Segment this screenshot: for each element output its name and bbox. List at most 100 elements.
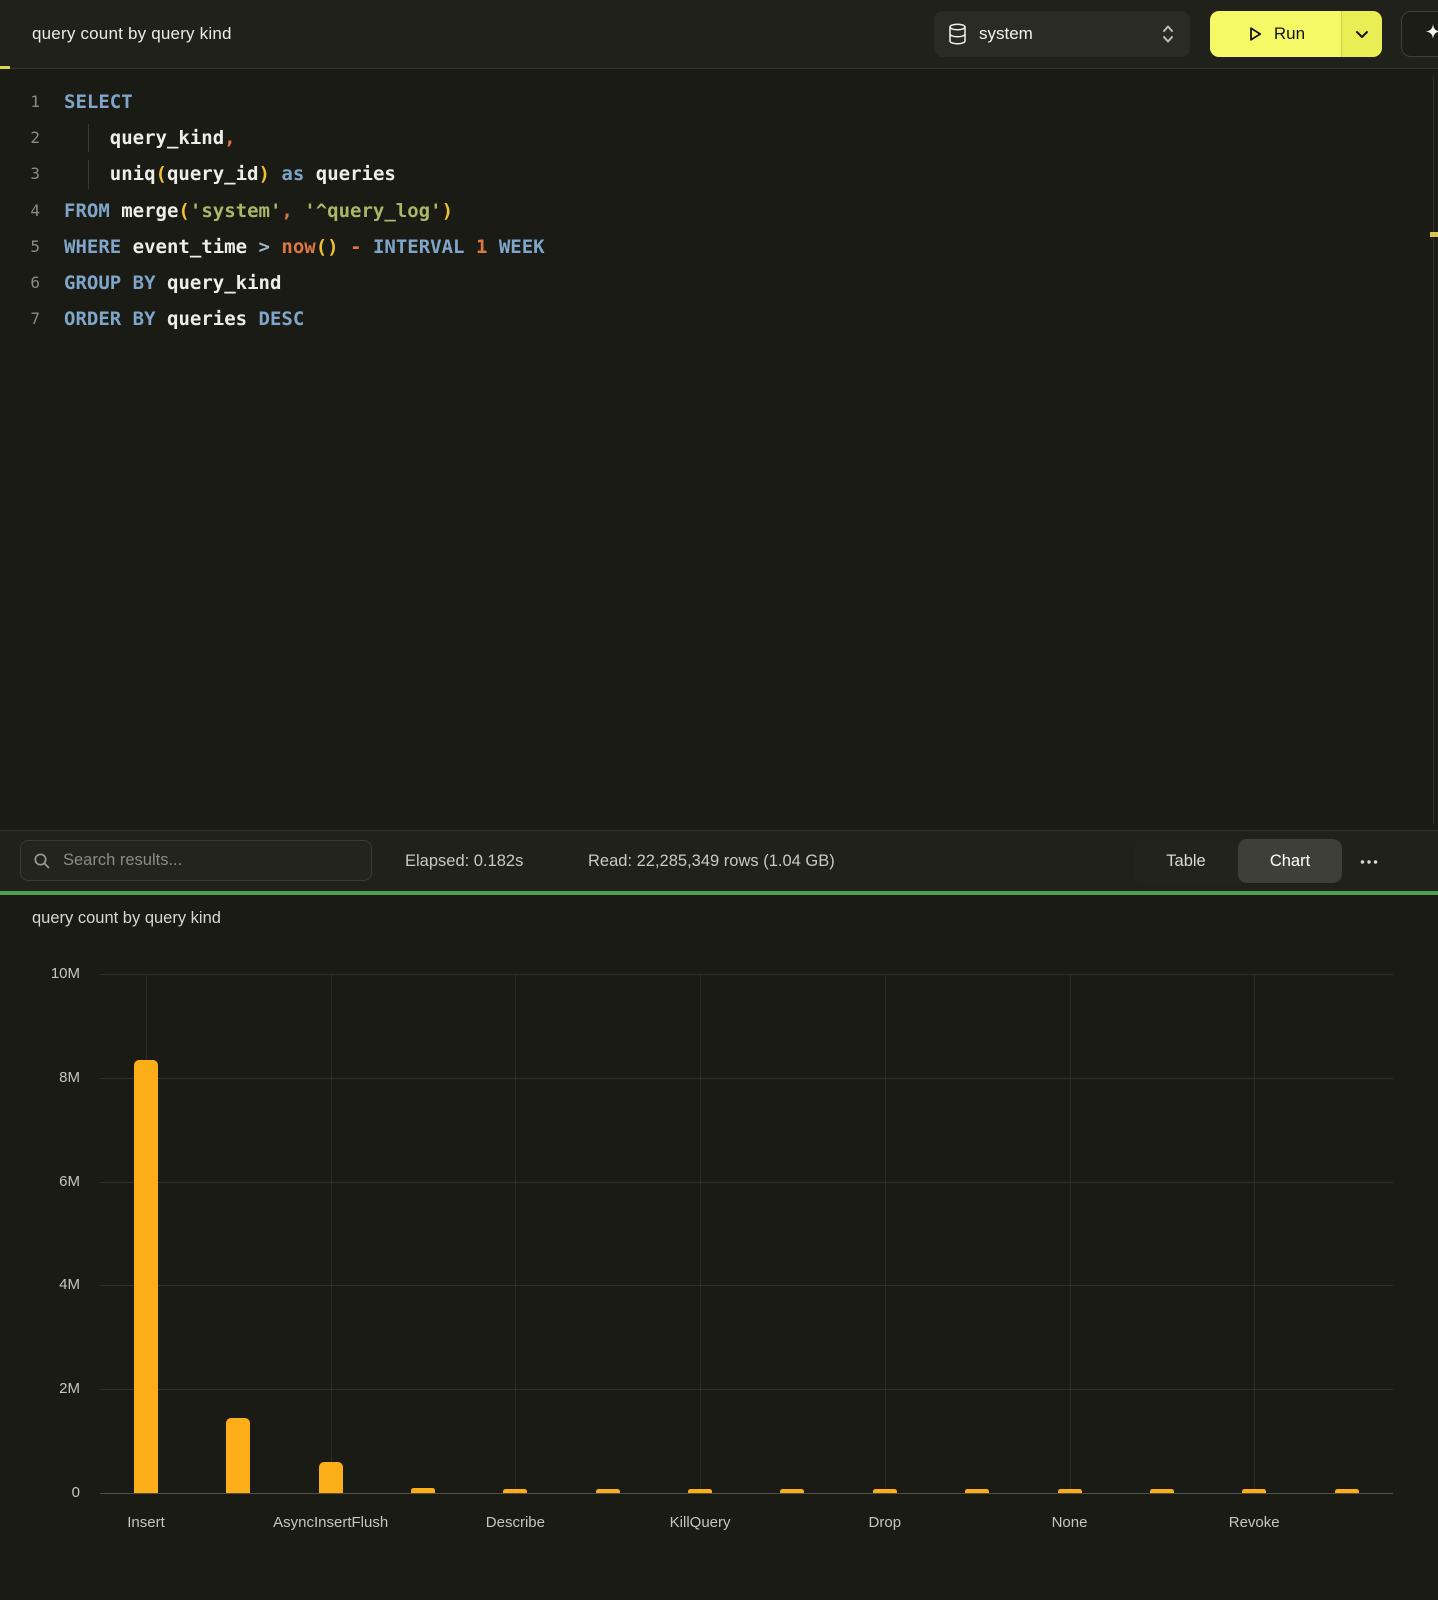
chevron-down-icon <box>1355 30 1369 39</box>
code-token: ( <box>178 200 189 222</box>
line-number: 5 <box>0 229 40 265</box>
ellipsis-icon <box>1360 859 1378 865</box>
code-token: BY <box>133 272 156 294</box>
y-axis-label: 10M <box>18 965 80 982</box>
code-token <box>304 163 315 185</box>
sql-editor[interactable]: 1SELECT2 query_kind,3 uniq(query_id) as … <box>0 69 1438 830</box>
run-button-label: Run <box>1274 24 1305 44</box>
code-text: uniq(query_id) as queries <box>64 156 396 192</box>
bar-8[interactable] <box>780 1489 804 1494</box>
bar-revoke[interactable] <box>1242 1489 1266 1494</box>
sparkles-icon <box>1420 21 1438 47</box>
bar-chart: 10M8M6M4M2M0InsertAsyncInsertFlushDescri… <box>0 895 1438 1600</box>
updown-chevron-icon <box>1160 23 1176 45</box>
code-token <box>487 236 498 258</box>
horizontal-gridline <box>100 1078 1393 1079</box>
code-line[interactable]: 3 uniq(query_id) as queries <box>0 156 1438 192</box>
code-token: , <box>281 200 292 222</box>
code-token <box>110 200 121 222</box>
run-options-button[interactable] <box>1341 11 1382 57</box>
bar-asyncinsertflush[interactable] <box>319 1462 343 1493</box>
bar-insert[interactable] <box>134 1060 158 1493</box>
code-token: 1 <box>476 236 487 258</box>
database-selector[interactable]: system <box>934 11 1190 57</box>
query-title: query count by query kind <box>32 0 232 68</box>
code-token <box>247 308 258 330</box>
code-token <box>64 127 110 149</box>
play-icon <box>1246 25 1264 43</box>
line-number: 2 <box>0 120 40 156</box>
code-token: - <box>350 236 361 258</box>
bar-none[interactable] <box>1058 1489 1082 1494</box>
code-token: as <box>281 163 304 185</box>
code-line[interactable]: 2 query_kind, <box>0 120 1438 156</box>
code-line[interactable]: 4FROM merge('system', '^query_log') <box>0 193 1438 229</box>
horizontal-gridline <box>100 974 1393 975</box>
code-token: queries <box>167 308 247 330</box>
bar-12[interactable] <box>1150 1489 1174 1494</box>
code-line[interactable]: 6GROUP BY query_kind <box>0 265 1438 301</box>
x-axis-line <box>100 1493 1393 1494</box>
code-token: BY <box>133 308 156 330</box>
indent-guide <box>88 160 89 188</box>
code-token: SELECT <box>64 91 133 113</box>
code-token <box>362 236 373 258</box>
bar-14[interactable] <box>1335 1489 1359 1494</box>
x-axis-label: Revoke <box>1169 1514 1339 1531</box>
bar-drop[interactable] <box>873 1489 897 1494</box>
code-token <box>247 236 258 258</box>
view-toggle: Table Chart <box>1134 839 1342 883</box>
x-axis-label: Describe <box>430 1514 600 1531</box>
code-token: GROUP <box>64 272 121 294</box>
editor-scrollbar-track[interactable] <box>1433 75 1434 824</box>
header-bar: query count by query kind system Run <box>0 0 1438 69</box>
database-selector-value: system <box>979 24 1160 44</box>
code-token <box>339 236 350 258</box>
code-line[interactable]: 5WHERE event_time > now() - INTERVAL 1 W… <box>0 229 1438 265</box>
x-axis-label: AsyncInsertFlush <box>246 1514 416 1531</box>
bar-10[interactable] <box>965 1489 989 1494</box>
code-token <box>293 200 304 222</box>
code-text: FROM merge('system', '^query_log') <box>64 193 453 229</box>
line-number: 1 <box>0 84 40 120</box>
code-token: ) <box>442 200 453 222</box>
search-icon <box>33 852 51 870</box>
line-number: 3 <box>0 156 40 192</box>
code-line[interactable]: 1 SELECT <box>0 84 1438 120</box>
bar-6[interactable] <box>596 1489 620 1494</box>
code-token <box>121 308 132 330</box>
sql-console: query count by query kind system Run <box>0 0 1438 1600</box>
bar-describe[interactable] <box>503 1489 527 1494</box>
code-text: GROUP BY query_kind <box>64 265 281 301</box>
chart-view-button[interactable]: Chart <box>1238 839 1342 883</box>
search-results-input[interactable] <box>61 850 359 871</box>
bar-killquery[interactable] <box>688 1489 712 1494</box>
code-token: ORDER <box>64 308 121 330</box>
code-token: uniq <box>110 163 156 185</box>
code-token <box>465 236 476 258</box>
bar-4[interactable] <box>411 1488 435 1493</box>
y-axis-label: 0 <box>18 1484 80 1501</box>
read-stat: Read: 22,285,349 rows (1.04 GB) <box>588 831 835 892</box>
line-number: 7 <box>0 301 40 337</box>
code-token <box>270 236 281 258</box>
ai-assist-button[interactable] <box>1401 11 1438 57</box>
results-toolbar: Elapsed: 0.182s Read: 22,285,349 rows (1… <box>0 830 1438 891</box>
code-token: queries <box>316 163 396 185</box>
code-token: query_kind <box>110 127 224 149</box>
bar-2[interactable] <box>226 1418 250 1493</box>
x-axis-label: None <box>985 1514 1155 1531</box>
x-axis-label: Insert <box>61 1514 231 1531</box>
code-line[interactable]: 7ORDER BY queries DESC <box>0 301 1438 337</box>
y-axis-label: 4M <box>18 1276 80 1293</box>
code-token: merge <box>121 200 178 222</box>
more-options-button[interactable] <box>1354 847 1384 877</box>
table-view-button[interactable]: Table <box>1134 839 1238 883</box>
y-axis-label: 6M <box>18 1173 80 1190</box>
y-axis-label: 8M <box>18 1069 80 1086</box>
run-button[interactable]: Run <box>1210 11 1341 57</box>
elapsed-stat: Elapsed: 0.182s <box>405 831 523 892</box>
code-token: WHERE <box>64 236 121 258</box>
code-token: '^query_log' <box>304 200 441 222</box>
database-icon <box>948 23 967 45</box>
